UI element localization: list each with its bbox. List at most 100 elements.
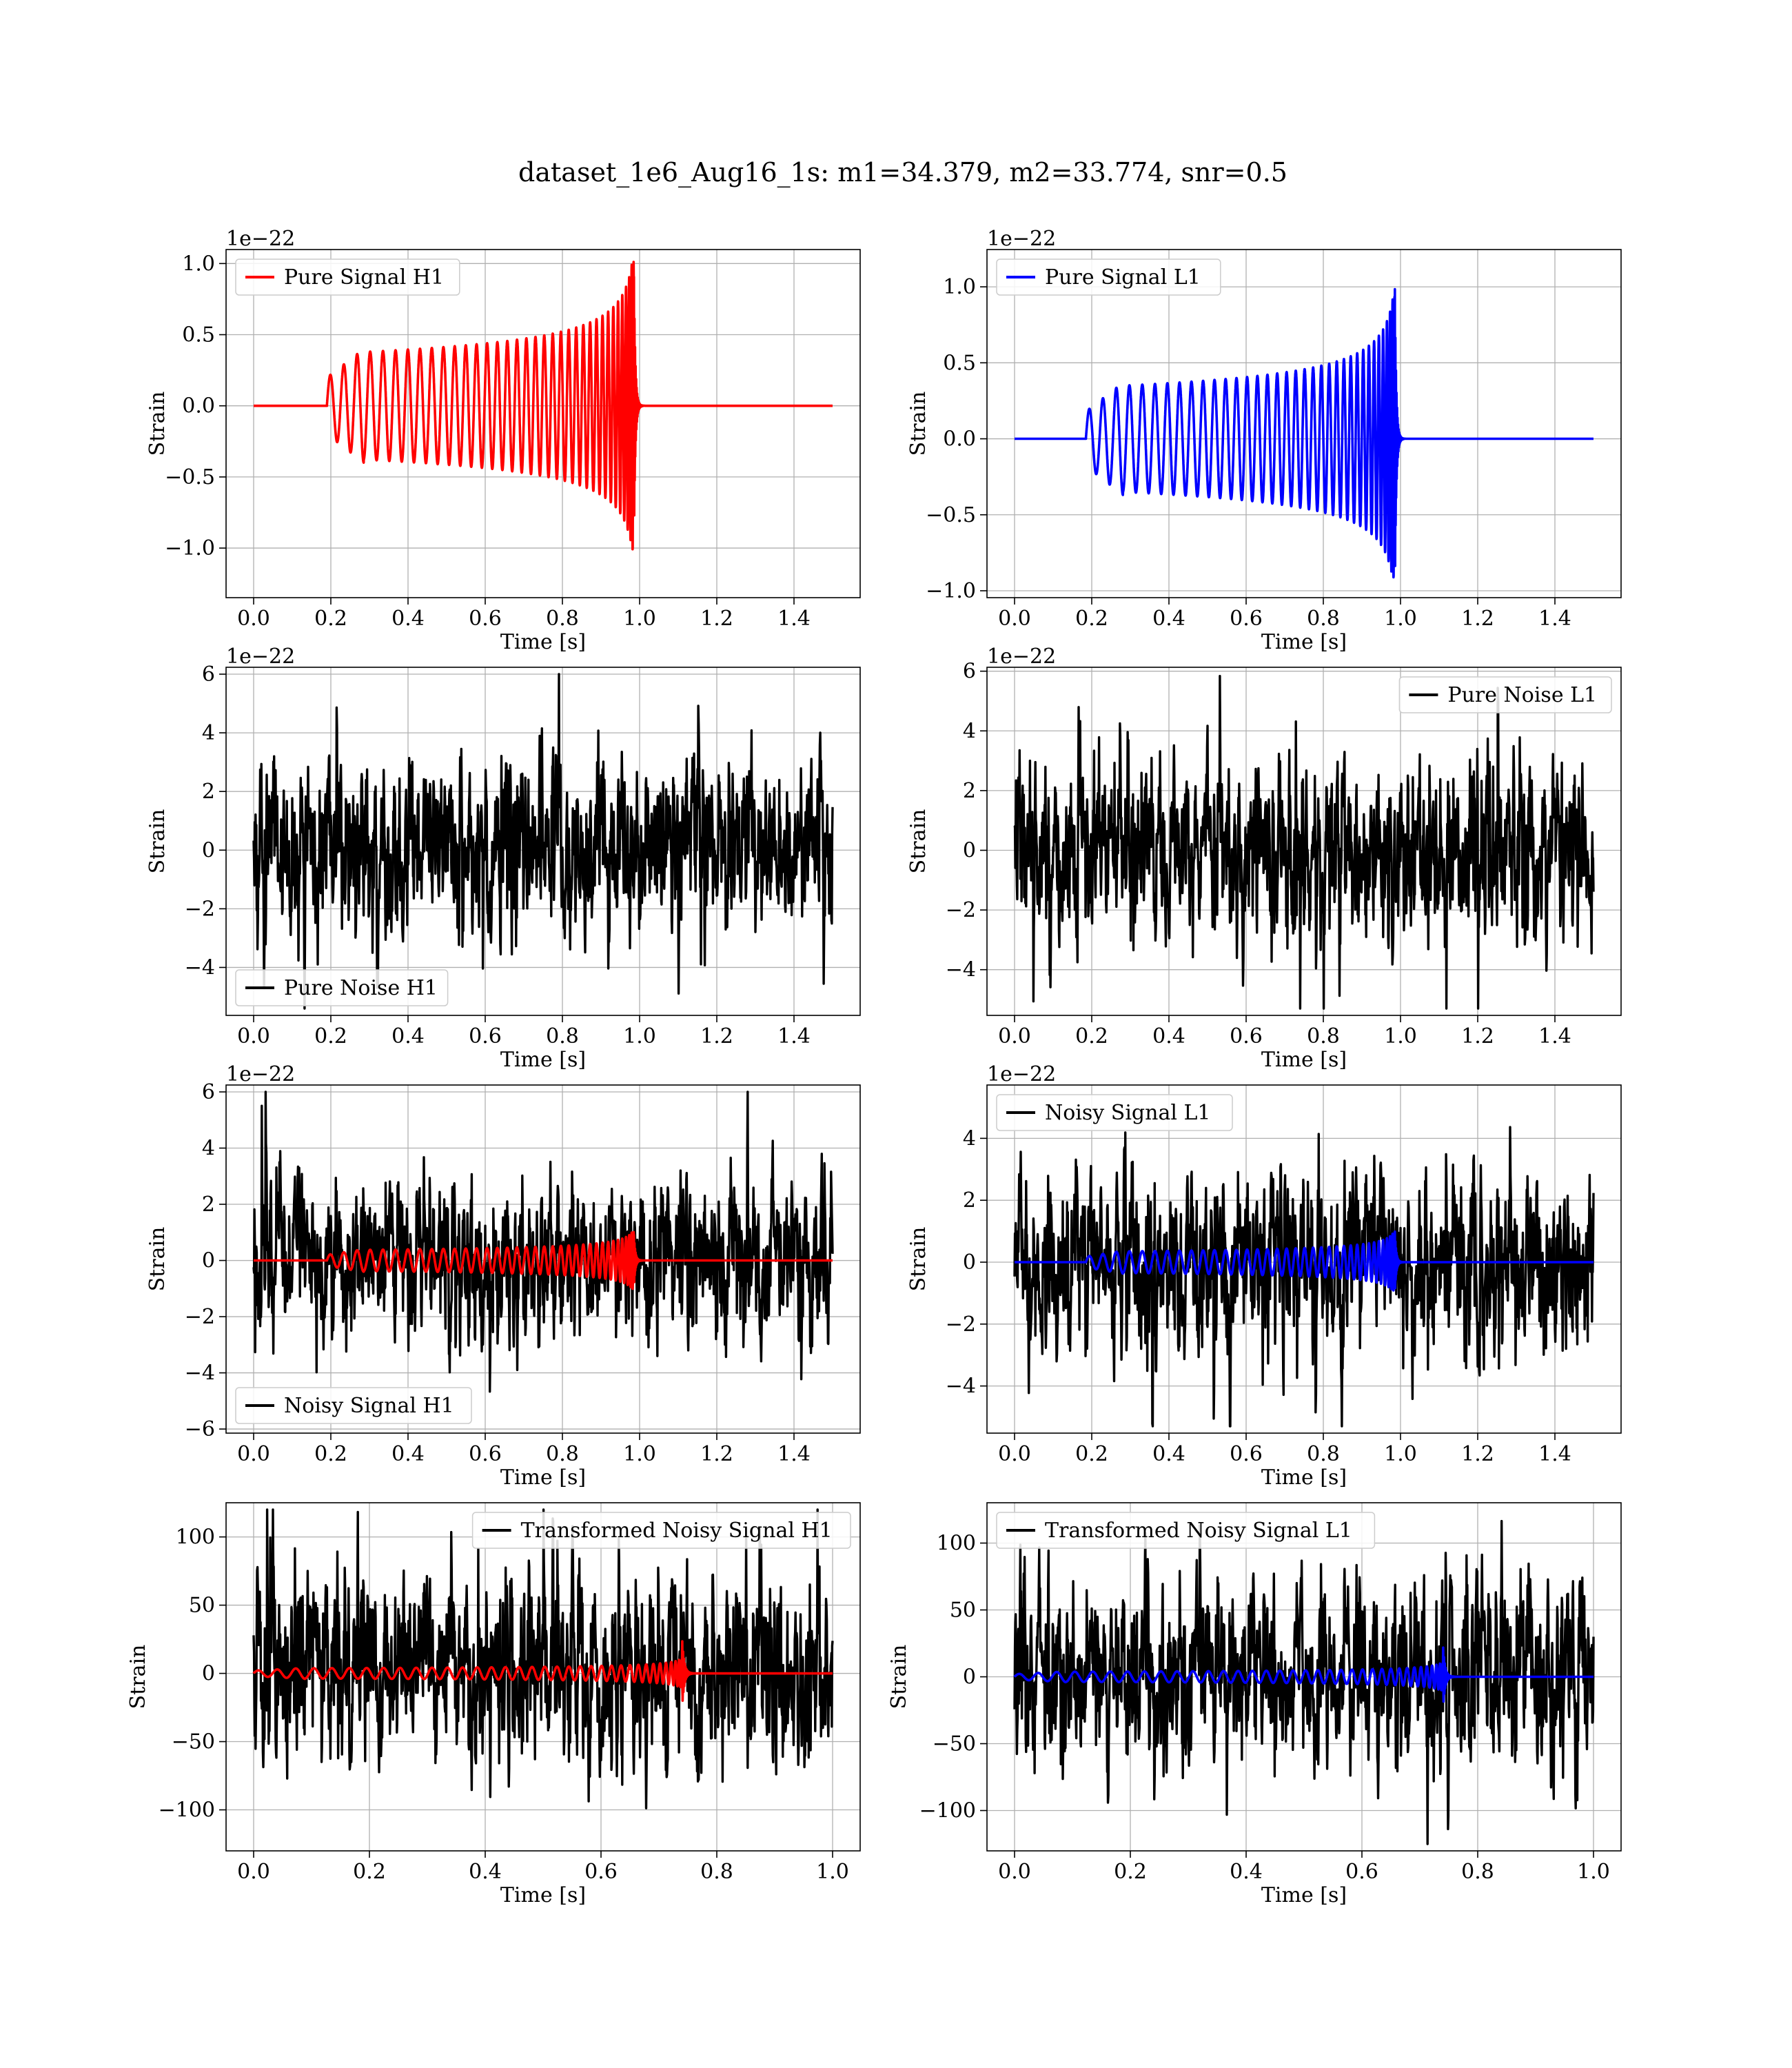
x-tick-label: 0.2 xyxy=(314,607,347,631)
axes-frame xyxy=(225,249,861,598)
noise-series-line xyxy=(252,673,834,1010)
legend: Transformed Noisy Signal H1 xyxy=(471,1512,851,1549)
legend: Pure Noise H1 xyxy=(235,969,449,1006)
noise-series-line xyxy=(252,1091,834,1393)
legend: Transformed Noisy Signal L1 xyxy=(996,1512,1376,1549)
x-axis-label: Time [s] xyxy=(500,1466,586,1490)
x-tick-label: 0.4 xyxy=(391,607,425,631)
x-tick-label: 1.2 xyxy=(700,1024,733,1048)
x-tick-label: 0.0 xyxy=(998,607,1031,631)
x-tick-label: 1.4 xyxy=(1538,1024,1571,1048)
y-tick-label: 0 xyxy=(963,838,976,862)
y-axis-label: Strain xyxy=(126,1645,150,1710)
y-axis-label: Strain xyxy=(906,1227,930,1292)
series-group xyxy=(1013,675,1595,1010)
noise-series-line xyxy=(252,1508,834,1810)
x-tick-label: 1.4 xyxy=(1538,1442,1571,1466)
series-group xyxy=(1013,1519,1595,1845)
legend: Pure Signal H1 xyxy=(235,258,460,296)
y-tick-label: 6 xyxy=(202,1080,215,1104)
offset-text: 1e−22 xyxy=(226,1062,295,1086)
y-tick-label: 0 xyxy=(963,1250,976,1275)
y-tick-label: 0 xyxy=(202,838,215,862)
y-tick-label: 0.0 xyxy=(943,427,976,452)
y-tick-label: −2 xyxy=(185,1305,215,1329)
x-axis-label: Time [s] xyxy=(500,1883,586,1907)
x-tick-label: 1.4 xyxy=(777,607,811,631)
legend-label: Noisy Signal L1 xyxy=(1045,1101,1210,1125)
x-tick-label: 0.2 xyxy=(314,1442,347,1466)
x-tick-label: 0.6 xyxy=(584,1860,618,1884)
noise-series-line xyxy=(1013,1126,1595,1428)
y-axis-label: Strain xyxy=(145,392,170,456)
signal-series-line xyxy=(252,1640,833,1702)
signal-series-line xyxy=(254,1230,833,1290)
subplot-pure-noise-h1: 0.0 0.2 0.4 0.6 0.8 1.0 1.2 1.4 −4 −2 0 2 4 6 Time [s]… xyxy=(145,645,861,1072)
y-tick-label: −4 xyxy=(185,955,215,980)
x-tick-label: 0.6 xyxy=(1230,1442,1263,1466)
y-tick-label: −1.0 xyxy=(165,536,215,560)
x-tick-label: 0.4 xyxy=(1230,1860,1263,1884)
series-group xyxy=(252,1508,834,1810)
x-tick-label: 1.4 xyxy=(777,1024,811,1048)
signal-series-line xyxy=(1015,1230,1594,1292)
y-tick-label: 2 xyxy=(963,1188,976,1213)
axes-frame xyxy=(986,249,1622,598)
y-axis-label: Strain xyxy=(906,809,930,874)
x-tick-label: 0.4 xyxy=(469,1860,502,1884)
y-tick-label: 2 xyxy=(963,779,976,803)
subplot-noisy-signal-l1: 0.0 0.2 0.4 0.6 0.8 1.0 1.2 1.4 −4 −2 0 2 4 Time [s] S… xyxy=(906,1062,1622,1490)
y-tick-label: 50 xyxy=(189,1594,215,1618)
axes-frame xyxy=(225,1084,861,1434)
x-axis-label: Time [s] xyxy=(500,1048,586,1072)
axes-frame xyxy=(986,1084,1622,1434)
y-tick-label: −2 xyxy=(946,1312,976,1337)
x-tick-label: 1.2 xyxy=(700,1442,733,1466)
x-tick-label: 0.0 xyxy=(237,607,270,631)
x-tick-label: 0.0 xyxy=(998,1860,1031,1884)
offset-text: 1e−22 xyxy=(987,1062,1056,1086)
x-tick-label: 0.8 xyxy=(546,1024,579,1048)
x-tick-label: 1.0 xyxy=(1384,607,1417,631)
series-group xyxy=(1015,287,1594,579)
x-tick-label: 0.8 xyxy=(1307,1024,1340,1048)
offset-text: 1e−22 xyxy=(226,227,295,251)
y-tick-label: −2 xyxy=(946,898,976,922)
x-tick-label: 1.2 xyxy=(700,607,733,631)
y-tick-label: −50 xyxy=(172,1730,215,1754)
x-tick-label: 0.8 xyxy=(546,607,579,631)
x-tick-label: 0.2 xyxy=(1075,1024,1108,1048)
x-tick-label: 0.6 xyxy=(469,1442,502,1466)
y-tick-label: 50 xyxy=(950,1599,976,1623)
x-tick-label: 0.2 xyxy=(1075,607,1108,631)
x-tick-label: 0.0 xyxy=(998,1024,1031,1048)
x-tick-label: 0.2 xyxy=(314,1024,347,1048)
x-tick-label: 0.0 xyxy=(237,1024,270,1048)
legend: Pure Signal L1 xyxy=(996,258,1221,296)
axes-frame xyxy=(225,1502,861,1852)
x-tick-label: 0.6 xyxy=(469,607,502,631)
x-tick-label: 0.6 xyxy=(1345,1860,1378,1884)
y-tick-label: −50 xyxy=(933,1732,976,1756)
x-tick-label: 1.0 xyxy=(1384,1442,1417,1466)
legend-label: Noisy Signal H1 xyxy=(284,1394,454,1418)
x-tick-label: 0.2 xyxy=(1114,1860,1147,1884)
y-tick-label: −0.5 xyxy=(165,465,215,489)
subplot-transformed-noisy-signal-h1: 0.0 0.2 0.4 0.6 0.8 1.0 −100 −50 0 50 100 Time [s] S… xyxy=(126,1502,861,1907)
axes-frame xyxy=(986,667,1622,1016)
subplot-noisy-signal-h1: 0.0 0.2 0.4 0.6 0.8 1.0 1.2 1.4 −6 −4 −2 0 2 4 6 Time [… xyxy=(145,1062,861,1490)
y-tick-label: −4 xyxy=(946,1375,976,1399)
noise-series-line xyxy=(1013,675,1595,1010)
subplot-pure-noise-l1: 0.0 0.2 0.4 0.6 0.8 1.0 1.2 1.4 −4 −2 0 2 4 6 Time [s]… xyxy=(906,645,1622,1072)
y-tick-label: 0.0 xyxy=(182,394,215,418)
x-tick-label: 1.4 xyxy=(777,1442,811,1466)
y-tick-label: −2 xyxy=(185,897,215,921)
y-tick-label: 100 xyxy=(176,1525,215,1550)
legend-label: Pure Noise L1 xyxy=(1447,683,1597,707)
x-tick-label: 0.4 xyxy=(1152,1024,1185,1048)
x-axis-label: Time [s] xyxy=(500,630,586,654)
y-tick-label: −100 xyxy=(159,1798,215,1823)
legend-box xyxy=(996,1094,1233,1131)
series-group xyxy=(252,1091,834,1393)
legend: Pure Noise L1 xyxy=(1398,676,1612,713)
